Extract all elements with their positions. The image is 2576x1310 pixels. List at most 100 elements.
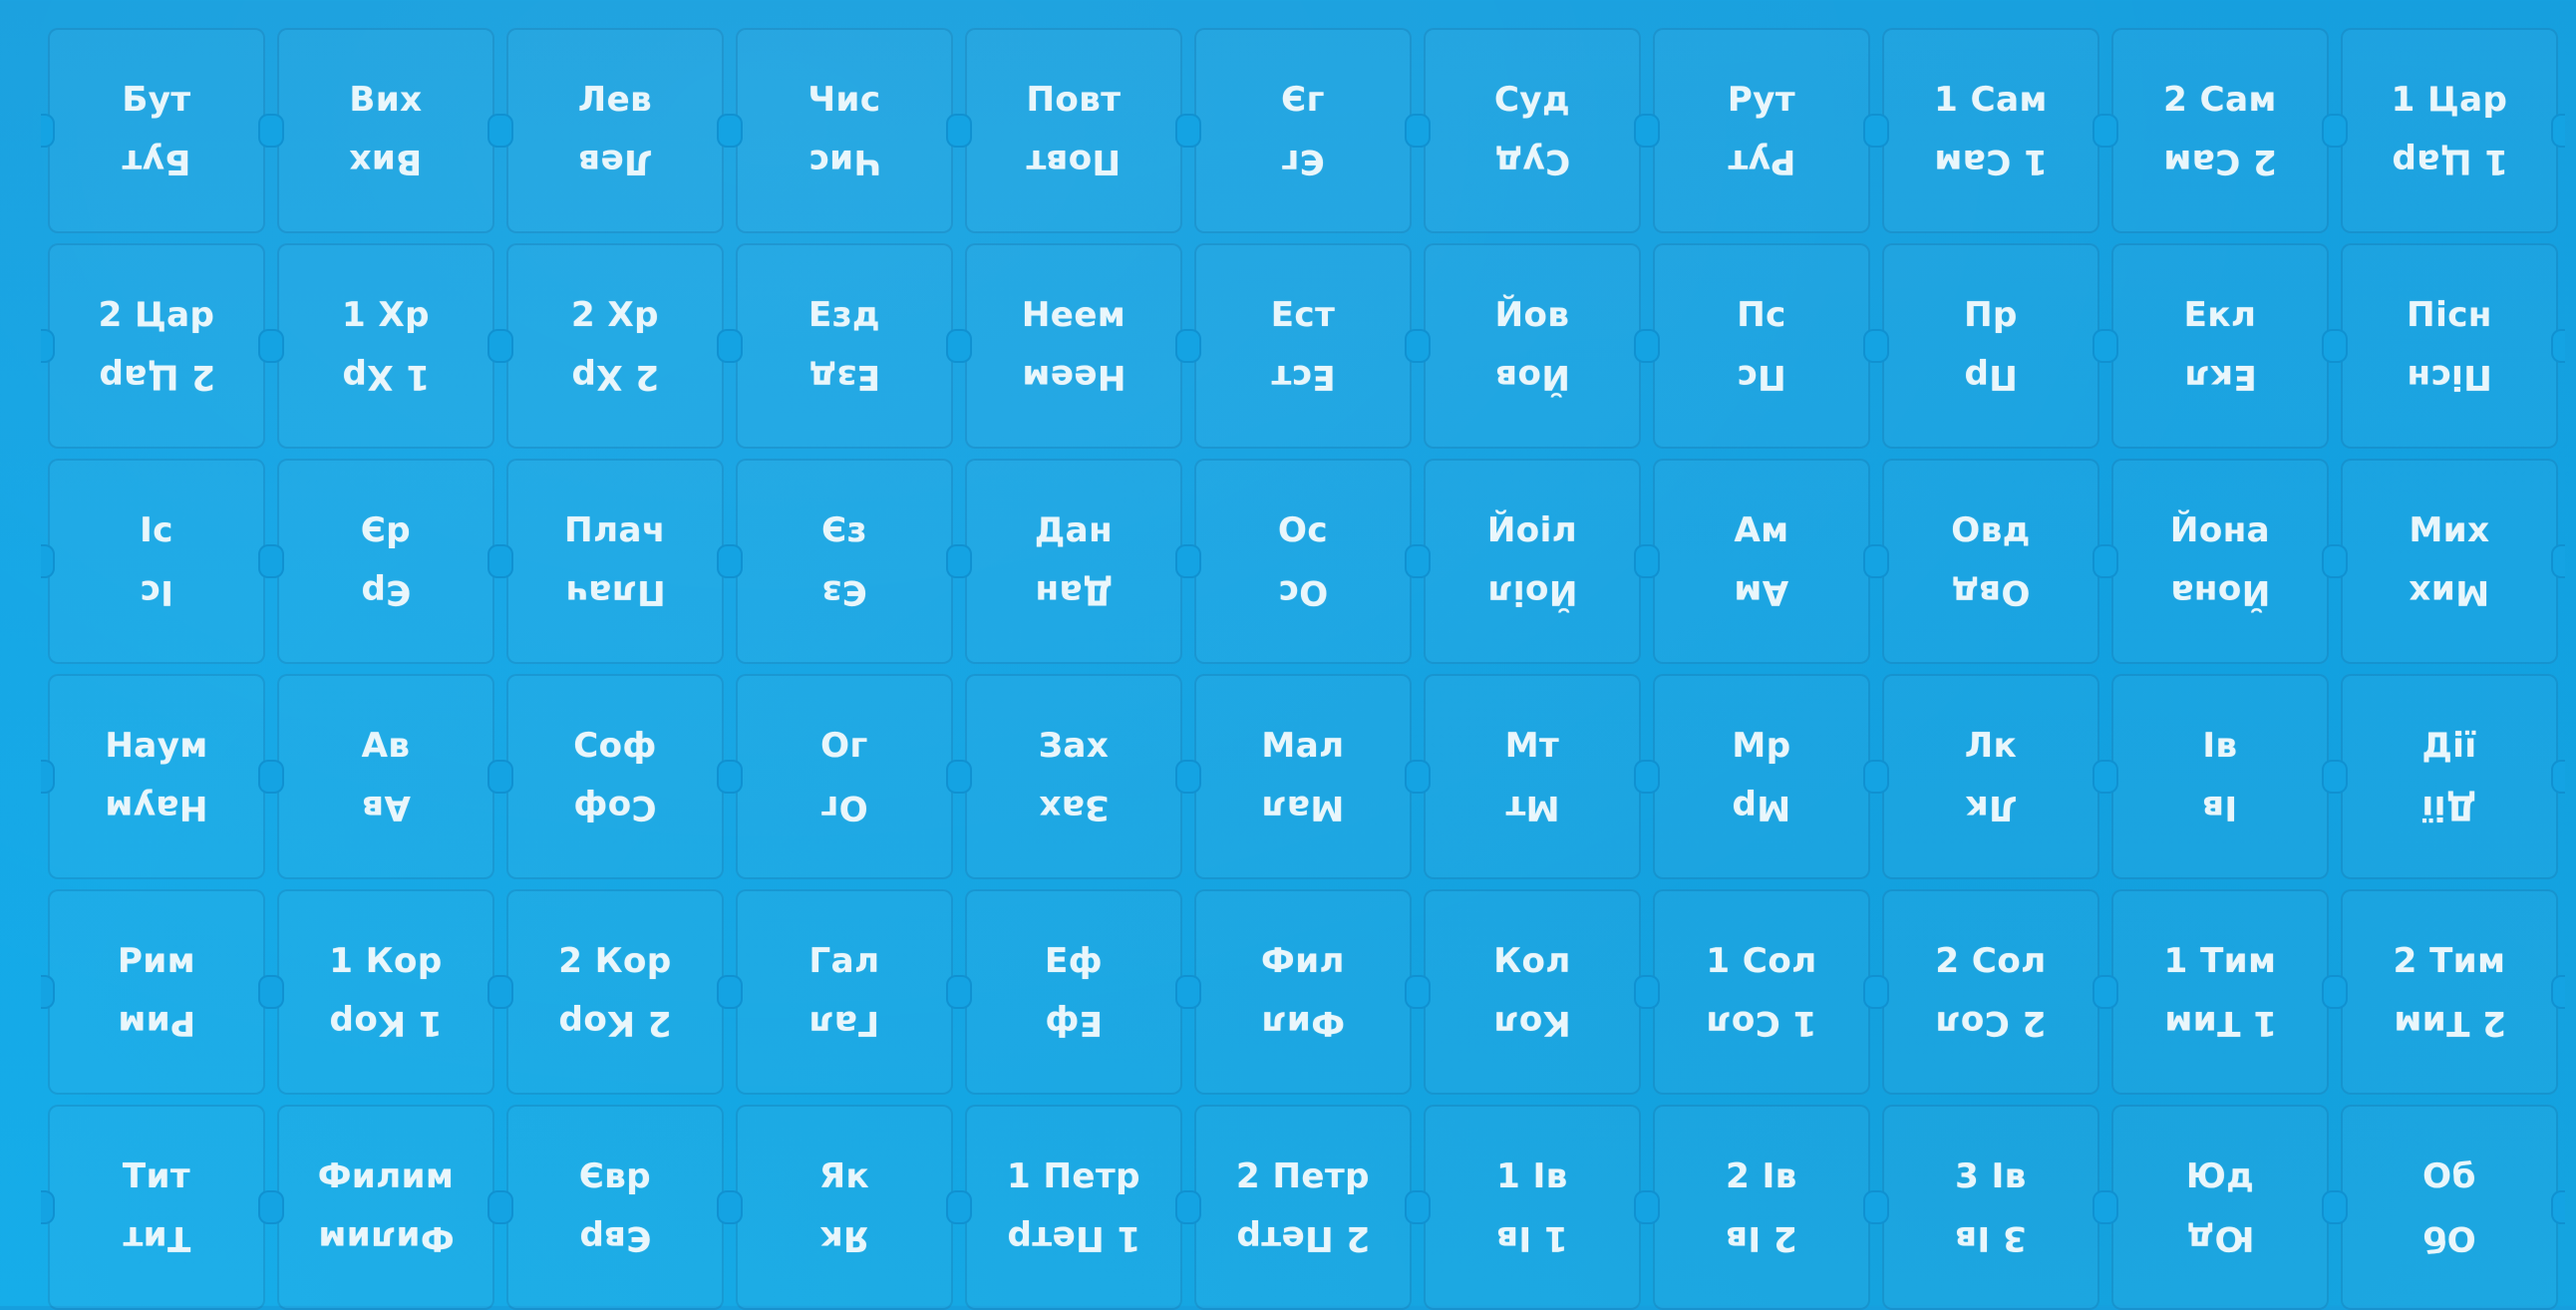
index-tab: Неем Неем (958, 243, 1189, 449)
index-tab: Ест Ест (1187, 243, 1419, 449)
tab-label-inverted: 2 Хр (570, 357, 660, 397)
index-tab: 1 Сол 1 Сол (1646, 889, 1877, 1095)
tab-label-inverted: Єз (821, 572, 867, 612)
tab-label-inverted: 1 Кор (329, 1003, 443, 1043)
tab-grid: Бут Бут Вих Вих Лев Лев Чис Чис Повт Повт Єг Єг Суд С… (41, 28, 2568, 1310)
tab-label-inverted: Лк (1964, 788, 2018, 827)
tab-label: Лк (1964, 726, 2018, 766)
tab-label-inverted: Неем (1021, 357, 1127, 397)
tab-label: Йоіл (1486, 510, 1578, 550)
tab-label: Зах (1038, 726, 1110, 766)
tab-label: 2 Сам (2163, 80, 2277, 120)
index-tab: Пс Пс (1646, 243, 1877, 449)
index-tab: Йоіл Йоіл (1417, 459, 1648, 664)
tab-label-inverted: 2 Цар (98, 357, 215, 397)
index-tab: Повт Повт (958, 28, 1189, 233)
index-tab: Овд Овд (1875, 459, 2106, 664)
index-tab: Плач Плач (499, 459, 731, 664)
index-tab: 2 Хр 2 Хр (499, 243, 731, 449)
tab-label-inverted: Мих (2409, 572, 2490, 612)
tab-label: 2 Тим (2393, 941, 2506, 981)
tab-label-inverted: Ам (1734, 572, 1789, 612)
tab-label-inverted: Вих (349, 142, 423, 181)
tab-label-inverted: 1 Цар (2391, 142, 2508, 181)
tab-label: Гал (808, 941, 880, 981)
tab-label-inverted: Кол (1493, 1003, 1571, 1043)
tab-label: Мих (2409, 510, 2490, 550)
tab-label-inverted: Гал (808, 1003, 880, 1043)
tab-label-inverted: 2 Петр (1235, 1218, 1371, 1258)
tab-label-inverted: 2 Тим (2393, 1003, 2506, 1043)
index-tab: Єр Єр (270, 459, 501, 664)
index-tab: Мал Мал (1187, 674, 1419, 879)
tab-label: 2 Петр (1235, 1156, 1371, 1196)
tab-label: Ав (361, 726, 411, 766)
tab-label: Мал (1261, 726, 1345, 766)
tab-label: Наум (105, 726, 208, 766)
tab-label-inverted: 2 Сол (1935, 1003, 2047, 1043)
index-tab: Йов Йов (1417, 243, 1648, 449)
tab-label: Єз (821, 510, 867, 550)
tab-label: Овд (1951, 510, 2031, 550)
tab-label: 1 Ів (1496, 1156, 1568, 1196)
index-tab: Об Об (2334, 1105, 2565, 1310)
index-tab: Чис Чис (729, 28, 960, 233)
index-tab: 2 Петр 2 Петр (1187, 1105, 1419, 1310)
tab-label-inverted: Суд (1493, 142, 1571, 181)
tab-label: Єг (1281, 80, 1325, 120)
tab-label: Лев (577, 80, 653, 120)
index-tab: Іс Іс (41, 459, 272, 664)
tab-label-inverted: Євр (578, 1218, 652, 1258)
index-tab: Ів Ів (2104, 674, 2336, 879)
tab-label-inverted: Юд (2185, 1218, 2255, 1258)
tab-label: 1 Сам (1934, 80, 2048, 120)
tab-label-inverted: 1 Сам (1934, 142, 2048, 181)
tab-label-inverted: Овд (1951, 572, 2031, 612)
index-tab: Лев Лев (499, 28, 731, 233)
tab-label-inverted: 1 Тим (2163, 1003, 2277, 1043)
tab-label: Езд (808, 295, 880, 335)
index-tab: 1 Ів 1 Ів (1417, 1105, 1648, 1310)
index-tab: Як Як (729, 1105, 960, 1310)
index-tab: Пісн Пісн (2334, 243, 2565, 449)
tab-label: Євр (578, 1156, 652, 1196)
index-tab: Євр Євр (499, 1105, 731, 1310)
tab-label-inverted: Соф (573, 788, 657, 827)
index-tab: Мр Мр (1646, 674, 1877, 879)
tab-label-inverted: Мт (1504, 788, 1560, 827)
tab-label: 3 Ів (1955, 1156, 2027, 1196)
tab-label-inverted: 1 Петр (1006, 1218, 1141, 1258)
tab-label-inverted: Дії (2421, 788, 2477, 827)
tab-label: Чис (807, 80, 881, 120)
tab-label: Вих (349, 80, 423, 120)
tab-label: Як (818, 1156, 870, 1196)
tab-label: 2 Кор (558, 941, 672, 981)
tab-label-inverted: Плач (564, 572, 666, 612)
tab-label-inverted: 1 Ів (1496, 1218, 1568, 1258)
index-tab: 1 Петр 1 Петр (958, 1105, 1189, 1310)
tab-label: Суд (1493, 80, 1571, 120)
tab-label-inverted: Рим (117, 1003, 196, 1043)
tab-label-inverted: Дан (1034, 572, 1114, 612)
index-tab: 2 Сам 2 Сам (2104, 28, 2336, 233)
tab-label-inverted: Фил (1261, 1003, 1345, 1043)
tab-label-inverted: 2 Кор (558, 1003, 672, 1043)
index-tab: Тит Тит (41, 1105, 272, 1310)
index-tab: 2 Ів 2 Ів (1646, 1105, 1877, 1310)
tab-label-inverted: Ог (820, 788, 868, 827)
tab-label-inverted: 2 Сам (2163, 142, 2277, 181)
tab-label: Мт (1504, 726, 1560, 766)
index-tab: 3 Ів 3 Ів (1875, 1105, 2106, 1310)
tab-label-inverted: Еф (1045, 1003, 1103, 1043)
tab-label-inverted: Пс (1737, 357, 1786, 397)
tab-label-inverted: Рут (1727, 142, 1796, 181)
index-tab: Ам Ам (1646, 459, 1877, 664)
tab-label-inverted: Екл (2183, 357, 2257, 397)
index-tab: Ав Ав (270, 674, 501, 879)
tab-label: Йона (2169, 510, 2271, 550)
index-tab: 2 Кор 2 Кор (499, 889, 731, 1095)
tab-label: 2 Цар (98, 295, 215, 335)
tab-label-inverted: Бут (122, 142, 191, 181)
tab-label: Ів (2202, 726, 2238, 766)
